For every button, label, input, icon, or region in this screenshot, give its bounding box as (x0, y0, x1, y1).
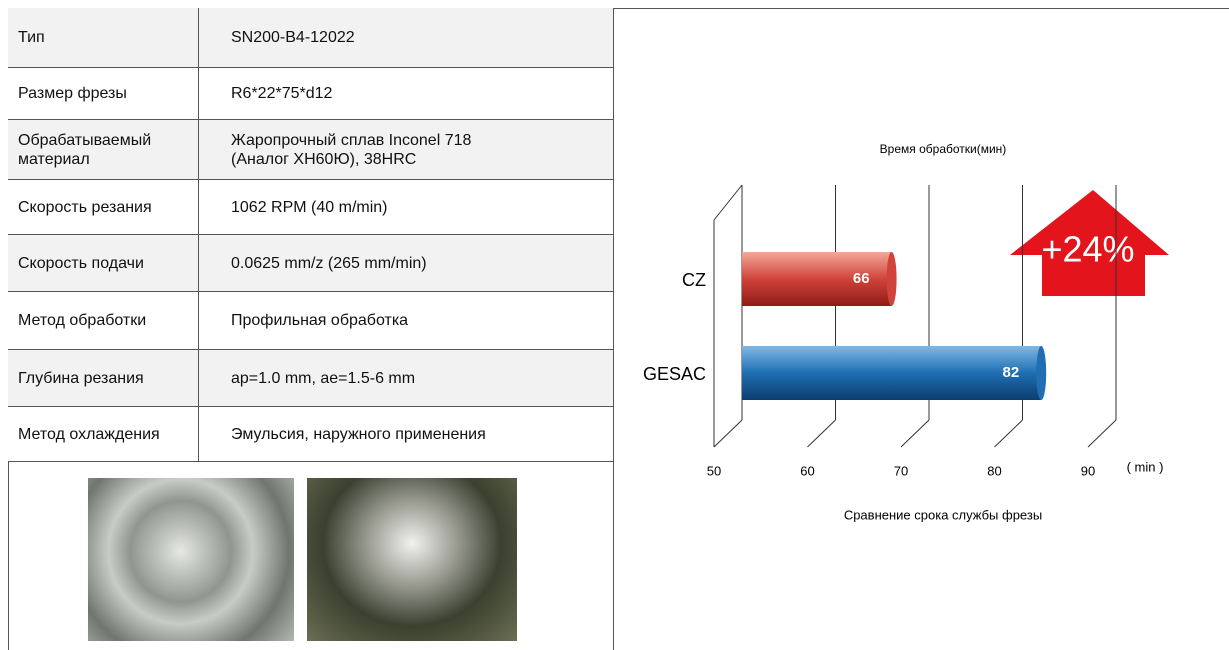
cell-divider (198, 120, 199, 179)
value-cell: Жаропрочный сплав Inconel 718 (Аналог ХН6… (231, 120, 605, 179)
cell-text: Размер фрезы (18, 85, 127, 102)
grid-line (807, 419, 836, 448)
table-row: Глубина резания ap=1.0 mm, ae=1.5-6 mm (8, 350, 613, 407)
annotation: +24% (1041, 229, 1134, 270)
x-tick-label: 50 (707, 463, 721, 478)
photo (88, 478, 294, 641)
cell-text: Метод обработки (18, 312, 147, 329)
label-cell: Обрабатываемый материал (18, 120, 196, 179)
value-cell: 0.0625 mm/z (265 mm/min) (231, 235, 605, 291)
table-row: Обрабатываемый материал Жаропрочный сплав … (8, 120, 613, 180)
cell-text: 1062 RPM (40 m/min) (231, 198, 388, 216)
x-tick-label: 90 (1081, 463, 1095, 478)
table-row: Тип SN200-B4-12022 (8, 8, 613, 68)
value-cell: SN200-B4-12022 (231, 8, 605, 67)
bar (742, 252, 892, 306)
cell-text: Профильная обработка (231, 312, 409, 329)
value-cell: Профильная обработка (231, 292, 605, 349)
cell-text: (Аналог ХН60Ю), 38HRC (231, 150, 417, 168)
cell-text: Глубина резания (18, 369, 144, 387)
chart: Время обработки(мин) +24% ( min ) Сравне… (643, 142, 1169, 522)
cell-divider (198, 235, 199, 291)
table-row: Метод охлаждения Эмульсия, наружного прим… (8, 407, 613, 462)
grid-line (1087, 419, 1117, 448)
grid-line (900, 419, 930, 448)
bar (742, 346, 1042, 400)
value-label: 82 (1003, 364, 1020, 381)
cell-text: R6*22*75*d12 (231, 85, 333, 102)
category-label: CZ (682, 270, 706, 290)
annotation-arrow (1010, 190, 1169, 296)
table-row: Скорость резания 1062 RPM (40 m/min) (8, 180, 613, 235)
label-cell: Метод обработки (18, 292, 196, 349)
value-cell: ap=1.0 mm, ae=1.5-6 mm (231, 350, 605, 406)
category-label: GESAC (643, 364, 706, 384)
x-tick-label: 80 (987, 463, 1001, 478)
label-cell: Скорость резания (18, 180, 196, 234)
cell-divider (198, 8, 199, 67)
grid-line (713, 419, 743, 448)
cell-divider (198, 350, 199, 406)
value-cell: R6*22*75*d12 (231, 68, 605, 119)
cell-text: Обрабатываемый (18, 131, 152, 149)
cell-divider (198, 180, 199, 234)
value-cell: 1062 RPM (40 m/min) (231, 180, 605, 234)
cell-text: Метод охлаждения (18, 425, 160, 443)
cell-text: Скорость подачи (18, 254, 144, 272)
chart-title: Время обработки(мин) (880, 142, 1007, 156)
panel-divider (613, 8, 614, 650)
label-cell: Скорость подачи (18, 235, 196, 291)
cell-text: Эмульсия, наружного применения (231, 425, 486, 443)
table-row: Скорость подачи 0.0625 mm/z (265 mm/min) (8, 235, 613, 292)
caption: Сравнение срока службы фрезы (844, 507, 1042, 522)
x-tick-label: 60 (800, 463, 814, 478)
cell-text: Скорость резания (18, 198, 152, 216)
label-cell: Тип (18, 8, 196, 67)
grid-line (994, 419, 1023, 448)
x-axis-label: ( min ) (1127, 459, 1164, 474)
cell-text: ap=1.0 mm, ae=1.5-6 mm (231, 369, 416, 387)
bar-cap (1036, 346, 1047, 400)
label-cell: Размер фрезы (18, 68, 196, 119)
cell-divider (198, 68, 199, 119)
top-border (8, 8, 1229, 9)
cell-text: Тип (18, 29, 45, 46)
table-row: Метод обработки Профильная обработка (8, 292, 613, 350)
cell-text: 0.0625 mm/z (265 mm/min) (231, 254, 427, 272)
x-tick-label: 70 (894, 463, 908, 478)
label-cell: Метод охлаждения (18, 407, 196, 461)
table-row: Размер фрезы R6*22*75*d12 (8, 68, 613, 120)
cell-text: SN200-B4-12022 (231, 29, 355, 46)
cell-divider (198, 292, 199, 349)
bar-cap (886, 252, 897, 306)
left-wall (713, 184, 743, 221)
photo (307, 478, 517, 641)
cell-divider (198, 407, 199, 461)
value-label: 66 (853, 270, 870, 287)
cell-text: Жаропрочный сплав Inconel 718 (231, 131, 472, 149)
label-cell: Глубина резания (18, 350, 196, 406)
cell-text: материал (18, 150, 90, 168)
value-cell: Эмульсия, наружного применения (231, 407, 605, 461)
